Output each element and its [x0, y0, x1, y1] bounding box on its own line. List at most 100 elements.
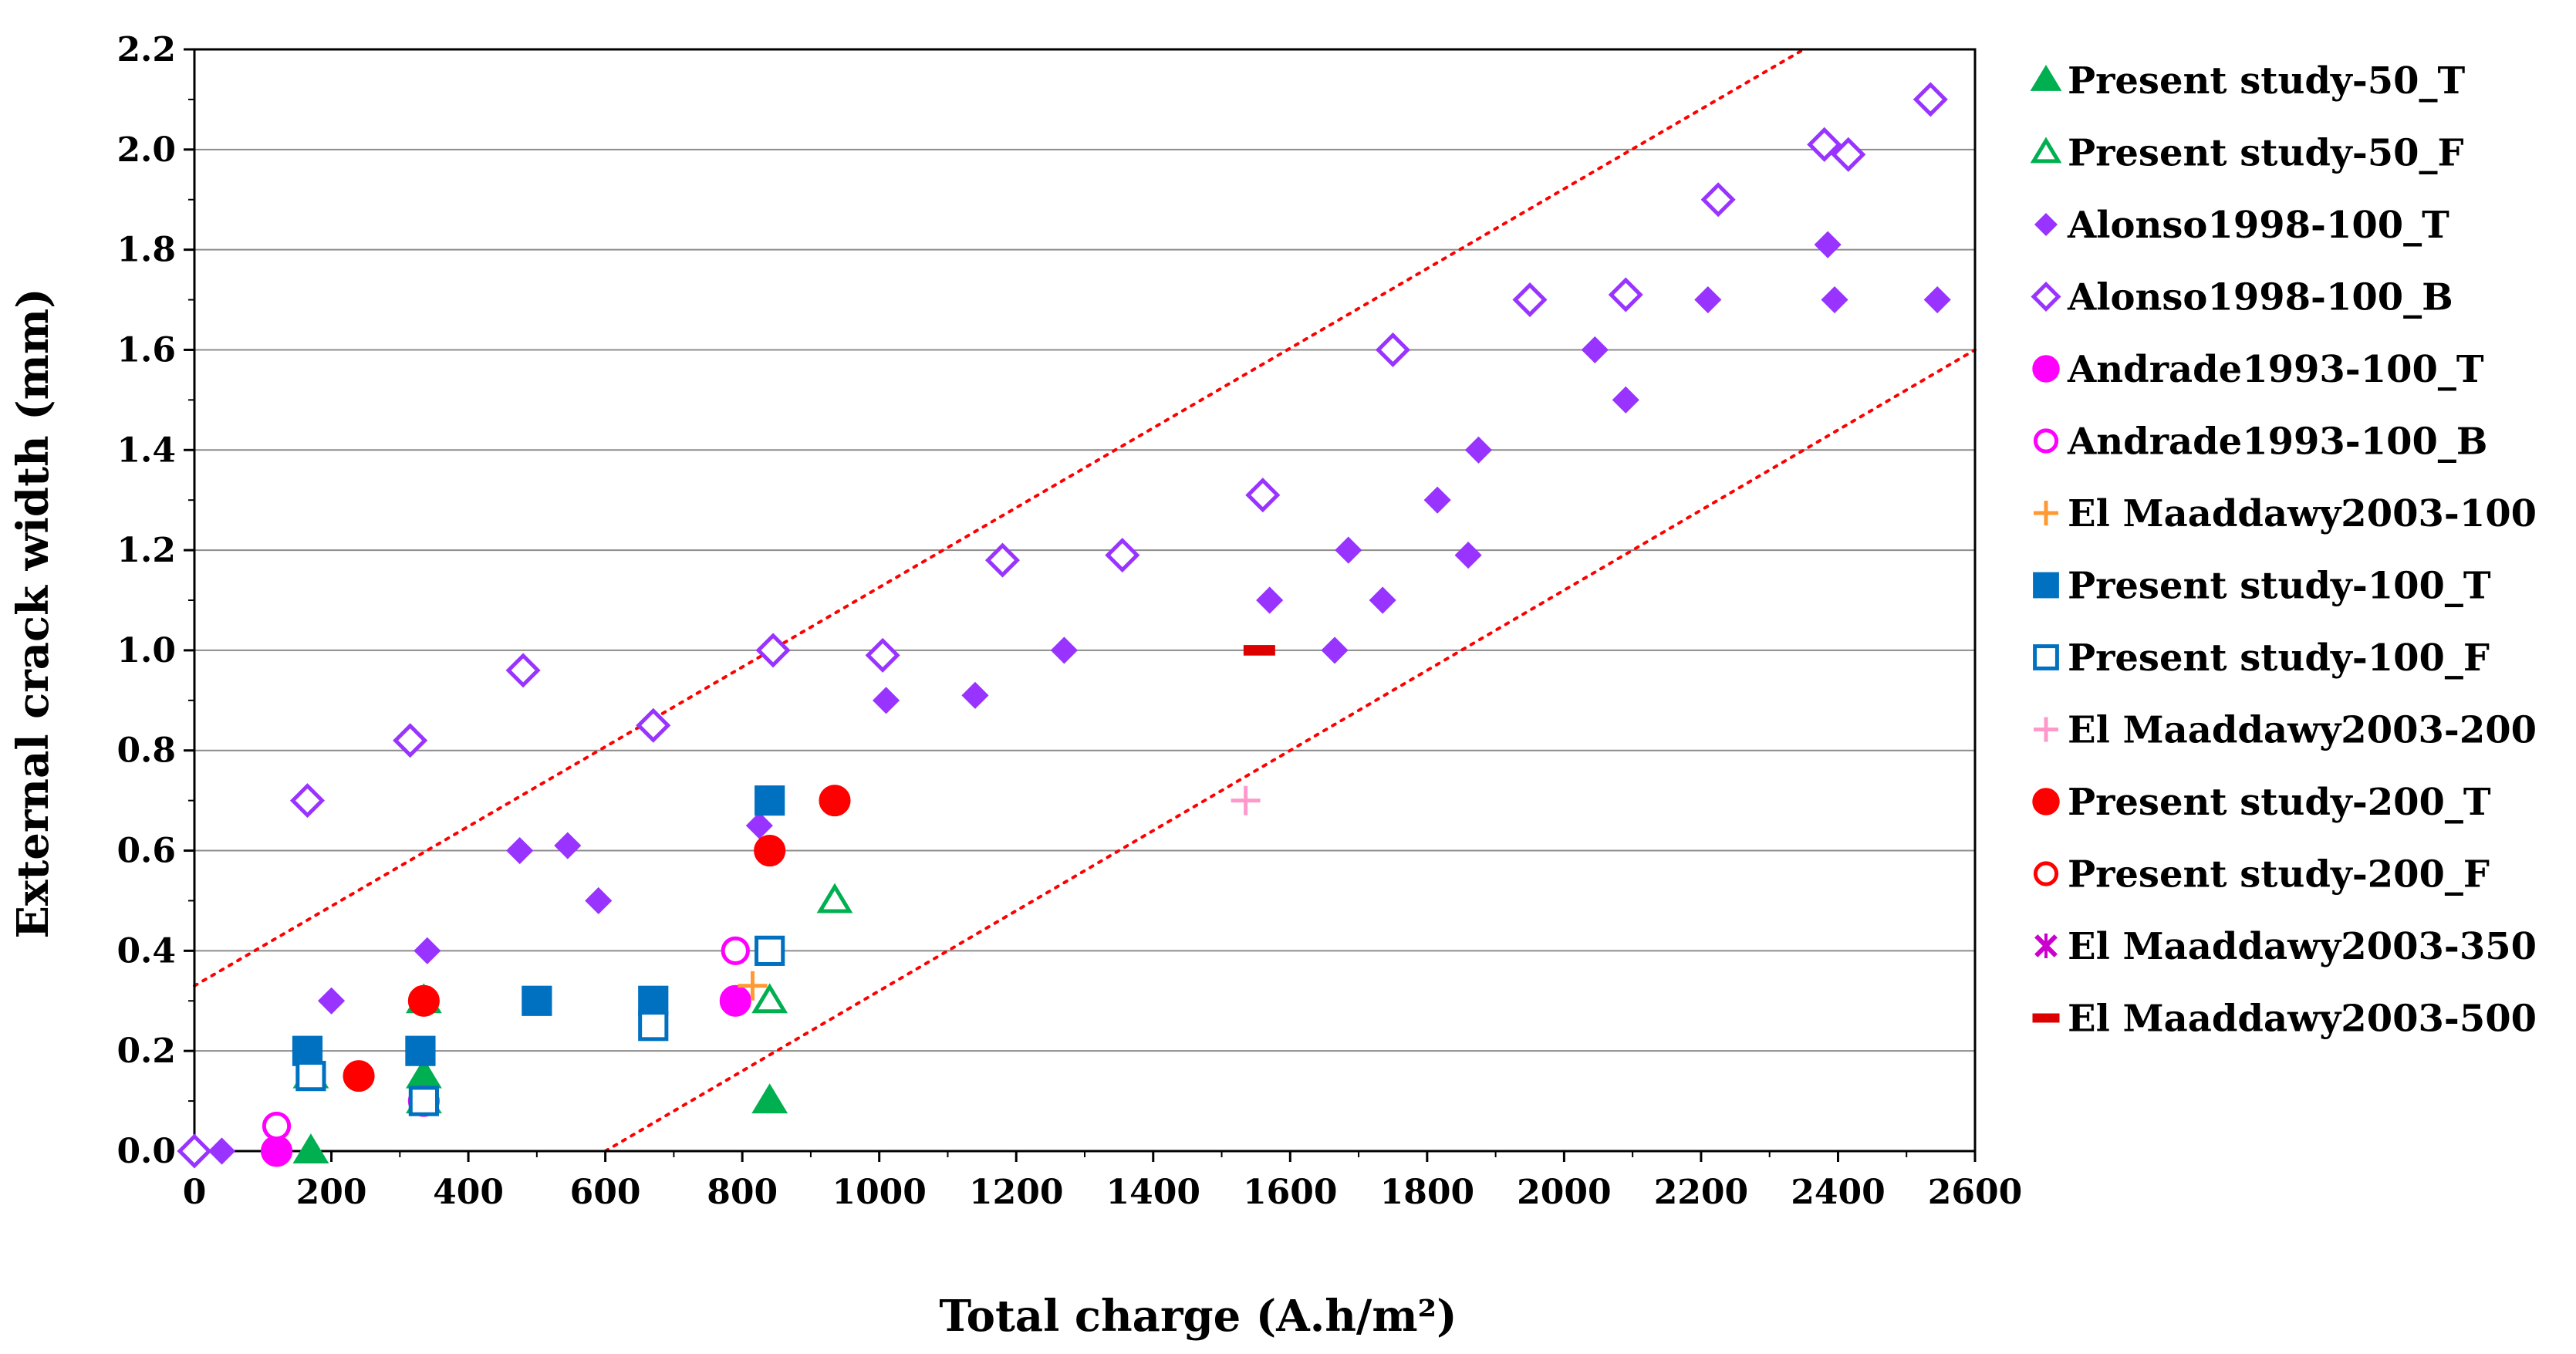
data-point — [393, 723, 428, 758]
legend-label: El Maaddawy2003-100 — [2068, 492, 2537, 535]
data-point — [408, 1086, 439, 1116]
data-point — [745, 812, 773, 839]
x-axis-title: Total charge (A.h/m²) — [939, 1291, 1457, 1342]
legend-marker — [2034, 501, 2058, 525]
y-tick-label: 1.0 — [116, 631, 176, 670]
legend-label: Present study-200_F — [2068, 853, 2490, 896]
data-point — [292, 1133, 329, 1164]
x-tick-label: 2400 — [1791, 1173, 1885, 1212]
x-tick-label: 1400 — [1106, 1173, 1200, 1212]
data-point — [292, 1035, 323, 1066]
legend-label: Present study-200_T — [2068, 781, 2491, 824]
y-tick-label: 1.6 — [116, 330, 176, 370]
x-tick-label: 2000 — [1517, 1173, 1611, 1212]
data-point — [1369, 586, 1396, 614]
y-tick-label: 0.6 — [116, 832, 176, 871]
legend-item: Present study-100_F — [2033, 636, 2490, 680]
data-point — [1256, 586, 1284, 614]
legend-label: Alonso1998-100_T — [2067, 204, 2449, 247]
series-7 — [292, 785, 785, 1066]
x-tick-label: 1600 — [1243, 1173, 1337, 1212]
legend-marker — [2032, 355, 2060, 383]
x-tick-label: 2200 — [1654, 1173, 1748, 1212]
legend-item: El Maaddawy2003-100 — [2034, 492, 2537, 535]
legend-marker — [2032, 1013, 2060, 1023]
legend-label: Andrade1993-100_T — [2067, 348, 2484, 391]
data-point — [1464, 436, 1492, 464]
data-point — [177, 1133, 212, 1169]
series-2 — [208, 231, 1951, 1165]
upper-bound-line — [193, 48, 1806, 988]
legend-item: Present study-200_F — [2033, 853, 2490, 896]
data-point — [873, 687, 900, 714]
data-point — [289, 783, 326, 819]
data-point — [1423, 486, 1451, 514]
legend-marker — [2031, 281, 2061, 312]
series-10 — [343, 785, 851, 1092]
x-tick-label: 2600 — [1928, 1173, 2022, 1212]
data-point — [414, 937, 441, 964]
legend-label: Present study-100_T — [2068, 565, 2491, 608]
data-point — [1454, 542, 1482, 569]
legend-item: Alonso1998-100_B — [2031, 276, 2453, 319]
y-tick-label: 1.4 — [116, 431, 176, 470]
legend-marker — [2034, 934, 2058, 958]
data-point — [407, 984, 440, 1017]
legend-label: Present study-50_F — [2068, 132, 2464, 175]
data-point — [405, 1035, 436, 1066]
data-point — [295, 1061, 326, 1092]
y-tick-label: 2.2 — [116, 30, 176, 69]
data-point — [751, 983, 788, 1014]
legend-label: Present study-50_T — [2068, 59, 2466, 103]
data-point — [1923, 285, 1951, 314]
data-point — [961, 681, 989, 709]
data-point — [1512, 282, 1548, 318]
data-point — [1831, 137, 1866, 172]
legend-label: El Maaddawy2003-500 — [2068, 998, 2537, 1041]
legend-label: Present study-100_F — [2068, 636, 2490, 680]
data-point — [1231, 785, 1261, 815]
data-point — [819, 785, 851, 817]
legend-item: Andrade1993-100_T — [2032, 348, 2484, 391]
data-point — [1050, 636, 1078, 664]
data-point — [638, 1011, 669, 1042]
data-point — [751, 1083, 788, 1114]
data-point — [1700, 182, 1736, 218]
x-tick-label: 200 — [296, 1173, 367, 1212]
legend-marker — [2030, 137, 2062, 164]
data-point — [1913, 82, 1948, 117]
data-point — [636, 707, 671, 743]
data-point — [1335, 536, 1362, 564]
data-point — [1821, 285, 1848, 314]
x-tick-label: 400 — [433, 1173, 504, 1212]
y-axis-title: External crack width (mm) — [8, 288, 59, 938]
data-point — [1612, 386, 1639, 414]
data-point — [1608, 277, 1643, 312]
x-tick-label: 600 — [570, 1173, 641, 1212]
legend-marker — [2030, 64, 2062, 91]
data-point — [1243, 645, 1275, 656]
series-3 — [177, 82, 1948, 1169]
data-point — [1245, 478, 1281, 513]
legend-label: El Maaddawy2003-350 — [2068, 925, 2537, 968]
legend-label: Andrade1993-100_B — [2067, 420, 2487, 464]
legend-marker — [2033, 572, 2059, 599]
data-point — [585, 886, 613, 915]
data-point — [638, 985, 669, 1016]
axes — [184, 48, 1977, 1162]
data-point — [554, 832, 582, 859]
data-point — [1814, 231, 1842, 258]
legend-marker — [2032, 788, 2060, 815]
legend-item: Present study-200_T — [2032, 781, 2491, 824]
data-point — [343, 1060, 375, 1092]
data-point — [1581, 336, 1609, 364]
legend-marker — [2033, 861, 2059, 886]
y-tick-label: 0.8 — [116, 731, 176, 771]
series-6 — [738, 971, 768, 1001]
data-point — [1375, 332, 1410, 367]
y-tick-label: 2.0 — [116, 130, 176, 170]
data-point — [208, 1137, 236, 1165]
series-13 — [1243, 645, 1275, 656]
